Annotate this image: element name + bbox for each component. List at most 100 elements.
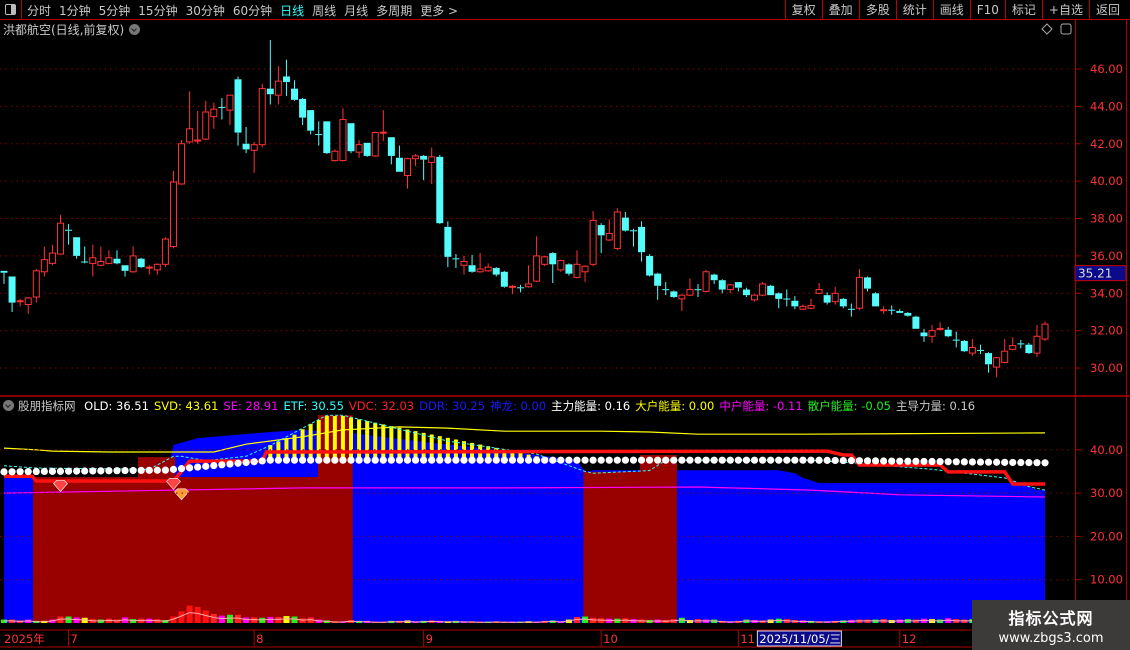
period-tab[interactable]: 多周期 xyxy=(376,4,413,18)
candle-body xyxy=(976,349,984,351)
period-tab[interactable]: 分时 xyxy=(27,4,52,18)
candle xyxy=(250,141,258,173)
candle-body xyxy=(629,230,637,232)
indicator-value: OLD: 36.51 xyxy=(84,399,149,413)
energy-bar xyxy=(226,614,233,623)
white-dot xyxy=(89,467,97,475)
energy-bar xyxy=(218,615,225,623)
period-tab[interactable]: 月线 xyxy=(344,4,369,18)
candle xyxy=(654,272,662,300)
candle-body xyxy=(460,261,468,266)
candle xyxy=(476,253,484,273)
candle xyxy=(702,269,710,293)
candle xyxy=(258,83,266,148)
candle xyxy=(541,255,549,267)
candle xyxy=(169,170,177,249)
period-tab[interactable]: 1分钟 xyxy=(59,4,91,18)
candle xyxy=(549,252,557,284)
candle-body xyxy=(993,357,1001,368)
white-dot xyxy=(920,457,928,466)
white-dot xyxy=(468,456,476,464)
yellow-bar xyxy=(437,436,442,461)
panel-toggle-icon[interactable] xyxy=(0,0,22,19)
white-dot xyxy=(541,456,549,464)
period-tab[interactable]: 30分钟 xyxy=(185,4,225,18)
energy-bar xyxy=(57,616,64,623)
toolbar-button[interactable]: +自选 xyxy=(1041,0,1089,19)
energy-bar xyxy=(275,616,282,623)
candle xyxy=(161,237,169,268)
indicator-value: ETF: 30.55 xyxy=(283,399,344,413)
white-dot xyxy=(1033,459,1041,467)
toolbar-button[interactable]: 多股 xyxy=(858,0,896,19)
candle-body xyxy=(355,144,363,153)
gem-icon xyxy=(166,478,181,490)
white-dot xyxy=(323,456,331,464)
white-dot xyxy=(726,456,734,464)
candle xyxy=(646,254,654,277)
candle xyxy=(799,304,807,311)
white-dot xyxy=(613,456,621,464)
y-tick-label: 10.00 xyxy=(1090,573,1123,587)
period-tab[interactable]: 日线 xyxy=(280,4,305,18)
period-tab[interactable]: 15分钟 xyxy=(138,4,178,18)
energy-bar xyxy=(590,617,597,623)
white-dot xyxy=(0,468,8,476)
period-tab[interactable]: 周线 xyxy=(312,4,337,18)
candle-body xyxy=(928,330,936,337)
candle xyxy=(613,208,621,251)
energy-bar xyxy=(622,618,629,623)
candle xyxy=(944,326,952,338)
yellow-bar xyxy=(405,429,410,461)
candle xyxy=(339,108,347,162)
white-dot xyxy=(274,456,282,464)
candle xyxy=(113,250,121,265)
white-dot xyxy=(581,456,589,464)
period-tab[interactable]: 5分钟 xyxy=(98,4,131,18)
candle xyxy=(912,315,920,329)
cursor-date: 2025/11/05/三 xyxy=(759,632,841,646)
period-tab[interactable]: 更多 > xyxy=(420,4,459,18)
white-dot xyxy=(452,456,460,464)
candle-body xyxy=(226,94,234,111)
toolbar-button[interactable]: 复权 xyxy=(784,0,822,19)
toolbar-button[interactable]: F10 xyxy=(969,0,1005,19)
indicator-value: 主力能量: 0.16 xyxy=(551,399,631,413)
white-dot xyxy=(960,458,968,466)
chevron-down-icon[interactable] xyxy=(3,400,14,411)
toolbar-button[interactable]: 返回 xyxy=(1088,0,1126,19)
white-dot xyxy=(56,467,65,475)
candle-body xyxy=(258,88,266,146)
candle-body xyxy=(670,291,678,298)
candle-body xyxy=(549,253,557,265)
date-label: 7 xyxy=(71,632,78,646)
toolbar-button[interactable]: 画线 xyxy=(932,0,970,19)
candle xyxy=(1009,337,1017,351)
white-dot xyxy=(839,456,847,465)
stock-title[interactable]: 洪都航空(日线,前复权) xyxy=(3,21,141,38)
indicator-value: 主导力量: 0.16 xyxy=(895,399,976,413)
candle xyxy=(129,246,137,273)
toolbar-button[interactable]: 标记 xyxy=(1004,0,1042,19)
chevron-down-icon[interactable] xyxy=(129,24,141,35)
period-tab[interactable]: 60分钟 xyxy=(232,4,273,18)
yellow-bar xyxy=(292,434,297,461)
toolbar-button[interactable]: 统计 xyxy=(895,0,933,19)
candle-body xyxy=(621,217,629,231)
candle-body xyxy=(250,144,258,151)
white-dot xyxy=(129,466,137,475)
white-dot xyxy=(952,458,960,466)
white-dot xyxy=(379,456,387,464)
candle-body xyxy=(48,252,56,264)
candle xyxy=(1041,321,1049,341)
yellow-bar xyxy=(373,422,378,461)
yellow-bar xyxy=(365,421,370,461)
candle xyxy=(379,110,387,141)
yellow-bar xyxy=(324,416,329,461)
candle xyxy=(767,284,775,296)
white-dot xyxy=(912,457,920,465)
candle xyxy=(178,140,186,185)
toolbar-button[interactable]: 叠加 xyxy=(821,0,859,19)
candle-body xyxy=(436,156,444,224)
